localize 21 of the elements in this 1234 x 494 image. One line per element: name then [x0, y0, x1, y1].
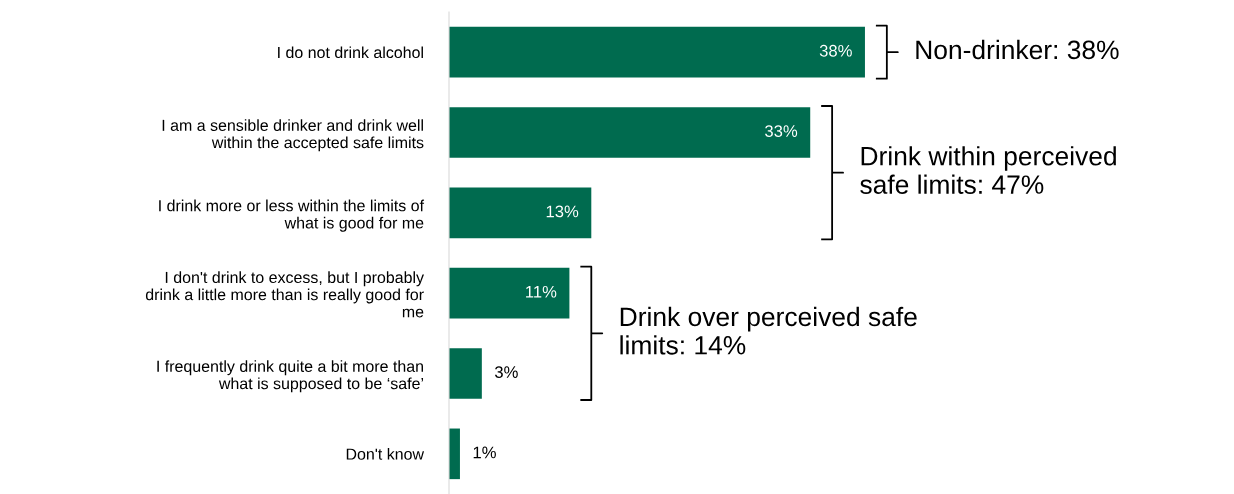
bar	[449, 428, 460, 480]
data-label: 13%	[546, 205, 579, 218]
data-label: 3%	[494, 366, 518, 378]
data-label: 33%	[765, 125, 798, 137]
y-tick-label: I do not drink alcohol	[278, 46, 423, 59]
annotation: Drink over perceived safe limits: 14%	[620, 306, 917, 355]
y-tick-label: Don't know	[346, 448, 425, 460]
data-label: 11%	[526, 285, 557, 298]
y-tick-label: I frequently drink quite a bit more than what is supposed to be ‘safe’	[157, 360, 424, 393]
bar	[449, 187, 592, 239]
data-label: 1%	[473, 446, 496, 459]
annotation: Drink within perceived safe limits: 47%	[860, 146, 1116, 194]
bar	[449, 107, 811, 158]
y-tick-label: I don't drink to excess, but I probably drink a little more than is really good for me	[145, 271, 424, 318]
bar	[449, 26, 865, 78]
data-label: 38%	[819, 44, 852, 57]
bar	[449, 348, 482, 399]
bar	[449, 267, 570, 319]
y-tick-label: I drink more or less within the limits of what is good for me	[159, 199, 425, 232]
y-tick-label: I am a sensible drinker and drink well within the accepted safe limits	[162, 119, 424, 152]
text: Non-drinker: 38%	[916, 39, 1119, 60]
